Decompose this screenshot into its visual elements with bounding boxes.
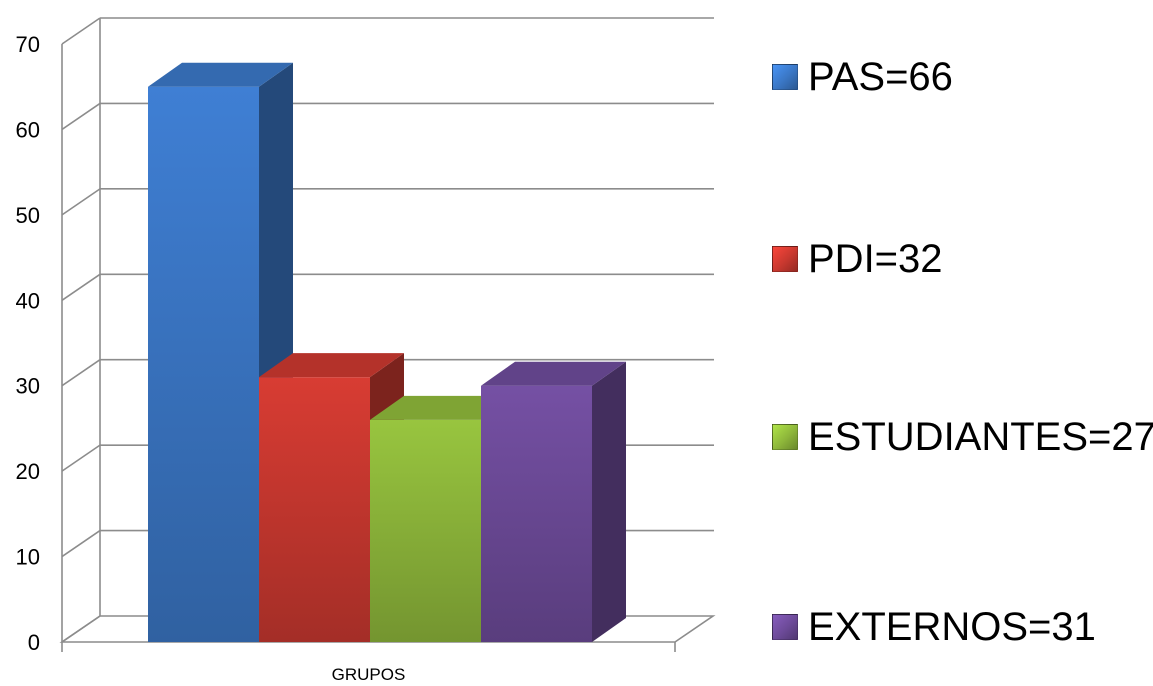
bar-side-face [592,361,626,642]
bar-front-face [370,419,481,642]
bar-front-face [259,377,370,642]
gridline-side [61,273,101,301]
legend-swatch [772,614,798,640]
legend-swatch [772,64,798,90]
legend-swatch [772,246,798,272]
bar-top-face [259,353,404,378]
legend-item: PDI=32 [772,234,943,284]
y-tick-label: 30 [16,374,40,399]
y-tick-label: 70 [16,32,40,57]
x-category-label: GRUPOS [332,665,406,684]
bar [481,361,626,642]
bars-layer [148,62,626,642]
y-tick-label: 0 [28,630,40,655]
legend-item: PAS=66 [772,52,953,102]
y-tick-label: 10 [16,545,40,570]
legend-label: ESTUDIANTES=27 [808,414,1153,459]
gridline-side [61,444,101,472]
legend-item: EXTERNOS=31 [772,602,1096,652]
legend-item: ESTUDIANTES=27 [772,412,1153,462]
gridline-side [61,102,101,131]
bar-top-face [481,361,626,386]
tick-labels-layer: 0 10 20 30 40 50 60 70 GRUPOS [16,32,406,684]
gridline-side [61,17,101,45]
legend-label: PAS=66 [808,54,953,99]
legend-label: PDI=32 [808,236,943,281]
legend: PAS=66 PDI=32 ESTUDIANTES=27 EXTERNOS=31 [772,0,1153,686]
bar-top-face [370,395,515,420]
bar-top-face [148,62,293,87]
gridline-side [61,359,101,387]
y-tick-label: 20 [16,459,40,484]
bar-front-face [148,86,259,642]
y-tick-label: 50 [16,203,40,228]
y-tick-label: 60 [16,117,40,142]
legend-label: EXTERNOS=31 [808,604,1096,649]
y-tick-label: 40 [16,288,40,313]
bar-front-face [481,385,592,642]
gridline-side [61,529,101,558]
gridline-side [61,188,101,216]
legend-swatch [772,424,798,450]
